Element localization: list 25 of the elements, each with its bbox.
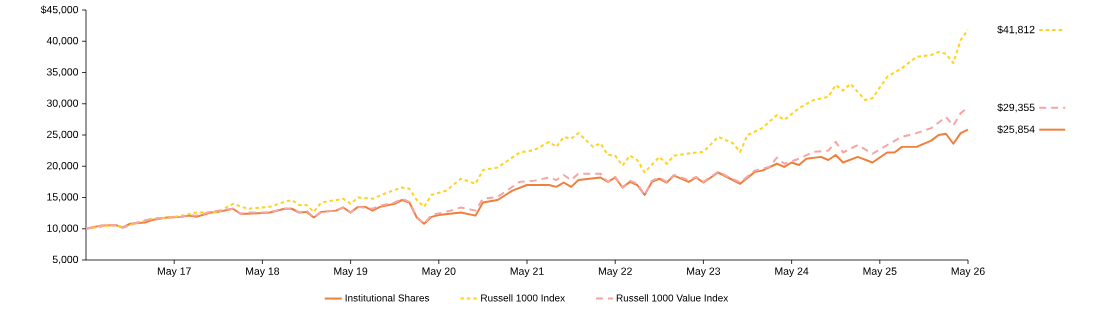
- x-tick-label: May 23: [687, 267, 721, 277]
- legend-label: Institutional Shares: [345, 294, 430, 302]
- annotation: $25,854: [997, 125, 1035, 135]
- x-tick-label: May 19: [334, 267, 368, 277]
- y-tick-label: 25,000: [47, 130, 79, 140]
- x-tick-label: May 17: [157, 267, 191, 277]
- x-tick-label: May 26: [951, 267, 985, 277]
- annotation: $41,812: [997, 25, 1035, 35]
- y-tick-label: 35,000: [46, 68, 79, 77]
- legend-label: Russell 1000 Value Index: [616, 294, 729, 302]
- y-tick-label: 5,000: [52, 255, 79, 265]
- x-tick-label: May 18: [246, 267, 280, 277]
- x-tick-label: May 21: [510, 267, 544, 277]
- y-tick-label: $45,000: [40, 5, 79, 15]
- x-tick-label: May 25: [863, 267, 897, 277]
- y-tick-label: 15,000: [47, 193, 79, 202]
- x-tick-label: May 24: [775, 267, 809, 277]
- y-tick-label: 10,000: [47, 224, 79, 234]
- y-tick-label: 30,000: [46, 99, 79, 109]
- legend-label: Russell 1000 Index: [481, 294, 565, 302]
- x-tick-label: May 20: [422, 267, 456, 277]
- annotation: $29,355: [997, 103, 1035, 113]
- y-tick-label: 40,000: [46, 36, 79, 46]
- x-tick-label: May 22: [598, 267, 632, 277]
- y-tick-label: 20,000: [47, 161, 79, 171]
